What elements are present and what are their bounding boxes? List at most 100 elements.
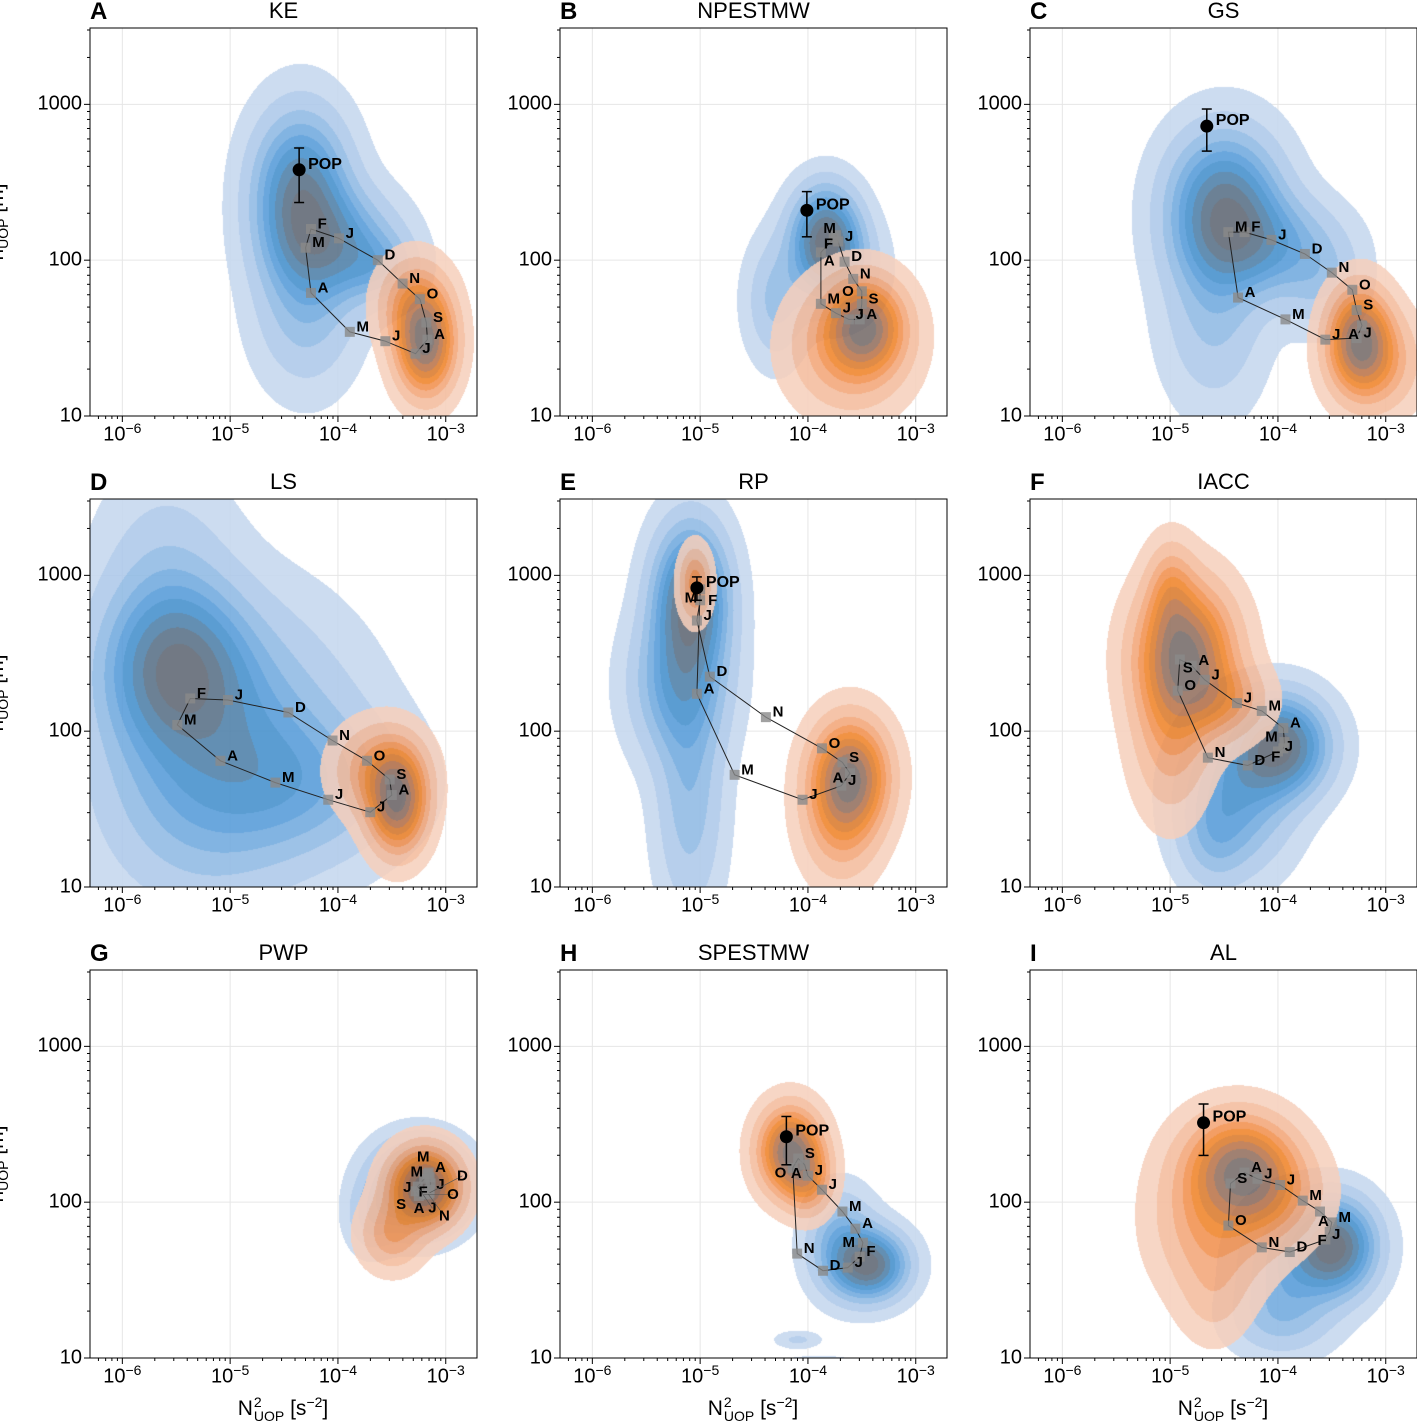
month-label: J: [848, 772, 856, 789]
x-tick-label: 10−5: [1151, 1362, 1190, 1388]
month-marker: [1326, 267, 1337, 278]
y-tick-label: 100: [988, 719, 1022, 742]
panel-title: NPESTMW: [697, 0, 810, 23]
x-tick-label: 10−4: [788, 1362, 828, 1388]
month-marker: [1202, 752, 1213, 763]
month-marker: [816, 1184, 827, 1195]
month-label: J: [1285, 738, 1293, 755]
density-contours: [90, 970, 477, 1358]
panel-letter: C: [1030, 0, 1048, 25]
panel-title: SPESTMW: [697, 940, 810, 965]
axes-frame: [559, 27, 948, 417]
month-label: O: [829, 735, 841, 752]
density-contours: [1030, 28, 1417, 416]
month-marker: [305, 224, 316, 235]
month-marker: [842, 1262, 853, 1273]
x-tick-label: 10−5: [1151, 420, 1190, 446]
month-marker: [1284, 1247, 1295, 1258]
y-axis-label: hUOP [m]: [0, 654, 12, 731]
month-marker: [362, 755, 373, 766]
month-label: J: [1244, 690, 1252, 707]
month-label: S: [396, 766, 406, 783]
month-label: F: [866, 1243, 875, 1260]
month-marker: [365, 807, 376, 818]
month-label: A: [791, 1165, 802, 1182]
month-marker: [1297, 1195, 1308, 1206]
y-tick-label: 10: [59, 875, 82, 898]
month-label-leader: [417, 1186, 433, 1209]
y-tick-label: 100: [48, 719, 82, 742]
month-marker: [372, 255, 383, 266]
x-tick-label: 10−6: [103, 891, 142, 917]
month-label: M: [685, 590, 698, 607]
month-label: O: [842, 283, 854, 300]
month-marker: [1223, 227, 1234, 238]
month-marker: [222, 695, 233, 706]
month-label: D: [716, 663, 727, 680]
month-marker: [729, 769, 740, 780]
month-label: F: [824, 235, 833, 252]
month-label: J: [422, 340, 430, 357]
y-tick-label: 1000: [977, 92, 1023, 115]
x-tick-label: 10−4: [788, 891, 828, 917]
month-marker: [1242, 760, 1253, 771]
month-label: M: [1268, 697, 1281, 714]
month-label: M: [1309, 1187, 1322, 1204]
month-marker: [848, 273, 859, 284]
x-tick-label: 10−6: [573, 420, 612, 446]
month-marker: [422, 334, 433, 345]
month-label: J: [392, 328, 400, 345]
month-label: M: [312, 234, 325, 251]
panel-g: G PWP J F M A M J J A S O N D 10−6 10−5 10−4 10−3 10 100 100…: [0, 940, 478, 1423]
month-label: J: [335, 786, 343, 803]
month-marker: [1278, 723, 1289, 734]
month-label: J: [815, 1162, 823, 1179]
y-tick-label: 10: [529, 875, 552, 898]
month-marker: [839, 256, 850, 267]
month-label: M: [1338, 1209, 1351, 1226]
pop-marker: [1197, 1116, 1211, 1130]
pop-label: POP: [1216, 112, 1250, 129]
y-tick-label: 10: [999, 1346, 1022, 1369]
pop-label: POP: [1213, 1109, 1247, 1126]
month-label: D: [457, 1167, 468, 1184]
y-tick-label: 1000: [507, 92, 553, 115]
month-marker: [384, 774, 395, 785]
month-marker: [1225, 1178, 1236, 1189]
month-label: O: [1359, 276, 1371, 293]
y-tick-label: 1000: [37, 92, 83, 115]
x-tick-label: 10−5: [681, 420, 720, 446]
y-axis-label: hUOP [m]: [0, 1125, 12, 1202]
month-label: M: [282, 769, 295, 786]
x-tick-label: 10−6: [1043, 891, 1082, 917]
month-marker: [1351, 333, 1362, 344]
density-contours: [1030, 970, 1417, 1358]
month-label: J: [843, 300, 851, 317]
month-label: F: [419, 1184, 428, 1201]
month-marker: [414, 294, 425, 305]
month-label: J: [704, 607, 712, 624]
panel-b: B NPESTMW POP J F M A M J J A S O N D 10−6 10−5 10−4 10−3 1…: [508, 0, 948, 446]
x-tick-label: 10−6: [1043, 1362, 1082, 1388]
month-marker: [172, 719, 183, 730]
month-label: J: [855, 1254, 863, 1271]
month-label: M: [1292, 306, 1305, 323]
density-contours: [560, 970, 947, 1358]
panel-i: I AL POP J F M A M J J A S O N D 10−6 10−5 10−4 10−3 10 100 1…: [978, 940, 1417, 1423]
panel-title: PWP: [258, 940, 309, 965]
x-tick-label: 10−4: [318, 1362, 358, 1388]
month-marker: [797, 794, 808, 805]
y-tick-label: 100: [48, 248, 82, 271]
x-tick-label: 10−5: [211, 891, 250, 917]
month-marker: [1326, 1217, 1337, 1228]
panel-e: E RP POP J F M A M J J A S O N D 10−6 10−5 10−4 10−3 10 100 1…: [508, 469, 948, 917]
month-marker: [1174, 654, 1185, 665]
density-contours: [90, 499, 477, 887]
month-label: J: [1264, 1165, 1272, 1182]
month-marker: [327, 735, 338, 746]
x-tick-label: 10−6: [103, 420, 142, 446]
pop-label: POP: [706, 574, 740, 591]
x-axis-label: N 2 UOP [s−2]: [1177, 1394, 1269, 1425]
month-label: O: [374, 747, 386, 764]
